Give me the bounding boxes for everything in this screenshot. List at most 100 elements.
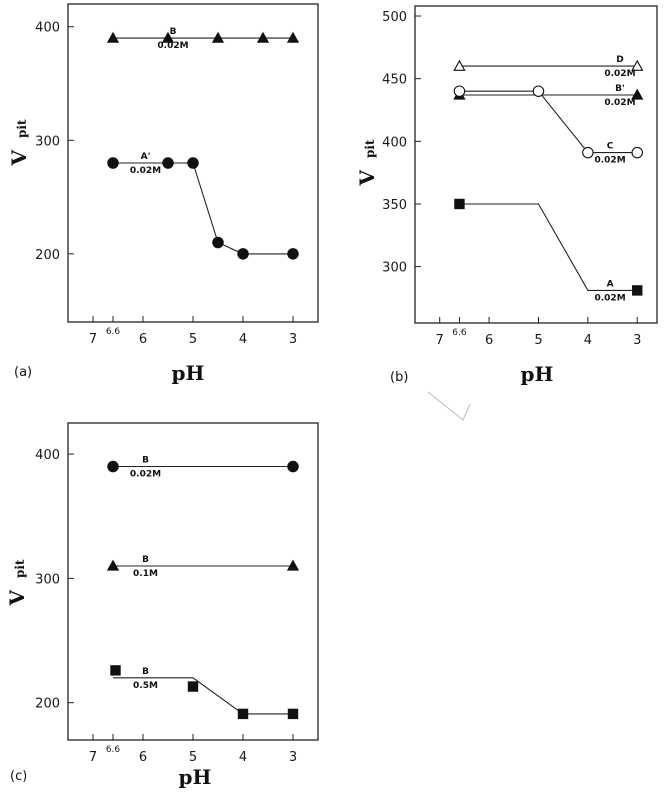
x-tick-label: 6 [139, 332, 147, 347]
data-point [287, 708, 299, 720]
data-point [582, 146, 594, 159]
data-point [106, 559, 120, 571]
data-point [211, 31, 225, 43]
scan-artifact [427, 391, 471, 421]
series-line [113, 162, 293, 255]
x-tick-label: 4 [239, 332, 247, 347]
series-concentration-label: 0.02M [157, 41, 188, 51]
data-point [631, 59, 644, 71]
series-name-label: B [142, 667, 149, 677]
data-point [454, 198, 465, 210]
y-axis-label-main: V [355, 170, 379, 187]
y-tick-label: 400 [35, 21, 60, 36]
series-group: B 0.5M [110, 665, 299, 720]
y-tick-label: 500 [382, 10, 407, 25]
data-point [110, 665, 121, 676]
series-concentration-label: 0.5M [133, 681, 158, 691]
panel-label: (b) [390, 370, 408, 385]
y-tick-label: 300 [35, 134, 60, 149]
x-tick-label: 4 [584, 333, 592, 348]
x-axis-label: pH [521, 362, 554, 386]
y-tick-label: 200 [35, 248, 60, 263]
series-name-label: B [142, 456, 149, 466]
series-line [459, 90, 638, 154]
panel-label: (c) [10, 769, 27, 784]
data-point [187, 681, 199, 692]
series-name-label: B [142, 555, 149, 565]
y-tick-label: 400 [382, 135, 407, 150]
series-group: D 0.02M [453, 55, 644, 79]
y-tick-label: 450 [382, 73, 407, 88]
series-concentration-label: 0.02M [594, 293, 625, 303]
plot-frame [67, 422, 319, 741]
series-concentration-label: 0.02M [594, 156, 625, 166]
x-axis-label: pH [179, 765, 212, 789]
data-point [237, 248, 249, 260]
series-group: A 0.02M [454, 198, 643, 303]
x-tick-label: 4 [239, 750, 247, 765]
x-tick-label: 3 [633, 333, 641, 348]
series-name-label: B' [615, 84, 625, 94]
series-name-label: A' [141, 152, 151, 162]
data-point [107, 460, 119, 473]
x-tick-label: 7 [89, 750, 97, 765]
y-axis-label-main: V [7, 150, 31, 167]
data-point [532, 85, 545, 97]
data-point [631, 88, 644, 100]
x-tick-label: 6 [139, 750, 147, 765]
x-tick-label: 3 [289, 750, 297, 765]
x-tick-label: 7 [89, 332, 97, 347]
series-concentration-label: 0.02M [604, 69, 635, 79]
series-name-label: C [607, 142, 614, 152]
data-point [286, 559, 300, 571]
series-group: B 0.02M [107, 456, 299, 480]
data-point [286, 31, 300, 43]
data-point [107, 157, 119, 169]
series-concentration-label: 0.02M [130, 470, 161, 480]
series-group: A' 0.02M [107, 152, 299, 260]
y-tick-label: 300 [35, 572, 60, 587]
data-point [453, 85, 466, 97]
y-axis-label-subscript: pit [13, 559, 27, 578]
x-tick-label: 3 [289, 332, 297, 347]
x-tick-label: 6 [485, 333, 493, 348]
series-concentration-label: 0.02M [130, 166, 161, 176]
series-line [459, 203, 638, 291]
x-tick-label: 6.6 [452, 328, 467, 338]
y-tick-label: 400 [35, 448, 60, 463]
series-name-label: D [616, 55, 623, 65]
plot-frame [414, 5, 658, 324]
x-axis-label: pH [172, 361, 205, 385]
y-tick-label: 300 [382, 261, 407, 276]
y-tick-label: 350 [382, 198, 407, 213]
x-tick-label: 5 [189, 750, 197, 765]
data-point [287, 460, 299, 473]
series-name-label: A [607, 279, 614, 289]
data-point [187, 157, 199, 169]
panel-b: 7 6.6 6 5 4 3300350400450500pHVpit(b)D0.02MB'… [355, 5, 658, 386]
data-point [453, 59, 466, 71]
panel-label: (a) [14, 365, 32, 380]
data-point [631, 146, 643, 159]
y-tick-label: 200 [35, 697, 60, 712]
series-concentration-label: 0.1M [133, 569, 158, 579]
data-point [212, 236, 224, 249]
series-group: B' 0.02M [453, 84, 644, 108]
data-point [632, 285, 643, 296]
data-point [162, 157, 174, 169]
y-axis-label-subscript: pit [15, 119, 29, 138]
data-point [161, 31, 175, 43]
data-point [256, 31, 270, 43]
x-tick-label: 5 [534, 333, 542, 348]
series-group: B 0.1M [106, 555, 300, 579]
y-axis-label-subscript: pit [363, 139, 377, 158]
series-concentration-label: 0.02M [604, 98, 635, 108]
data-point [287, 248, 299, 260]
series-group: B 0.02M [106, 27, 300, 51]
